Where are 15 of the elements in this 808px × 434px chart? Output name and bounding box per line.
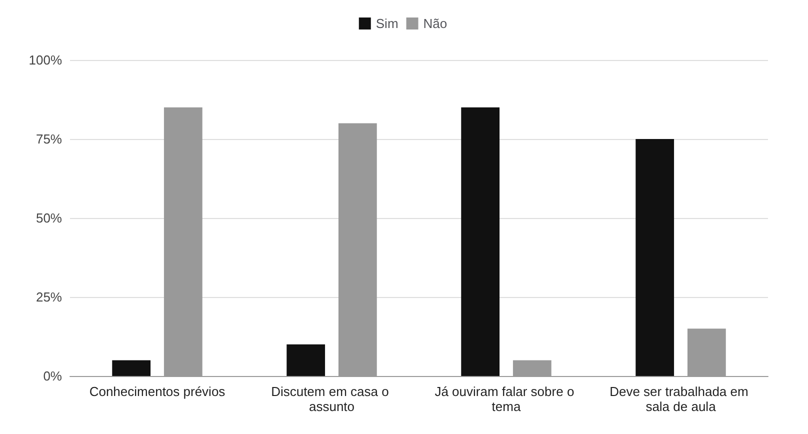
bar bbox=[636, 139, 674, 376]
x-tick-label: Deve ser trabalhada em sala de aula bbox=[610, 384, 752, 414]
bar bbox=[461, 107, 500, 376]
legend-label: Não bbox=[423, 16, 448, 31]
bar bbox=[112, 360, 151, 376]
bar bbox=[286, 344, 326, 376]
y-tick-label: 75% bbox=[36, 132, 62, 146]
y-tick-label: 50% bbox=[36, 210, 62, 226]
y-tick-label: 25% bbox=[36, 290, 62, 304]
x-tick-label: Já ouviram falar sobre o tema bbox=[434, 384, 578, 414]
x-tick-label: Conhecimentos prévios bbox=[89, 384, 226, 399]
legend-label: Sim bbox=[376, 16, 398, 31]
y-tick-label: 100% bbox=[28, 52, 62, 68]
y-tick-label: 0% bbox=[43, 368, 62, 384]
x-tick-label: Discutem em casa o assunto bbox=[271, 384, 392, 414]
